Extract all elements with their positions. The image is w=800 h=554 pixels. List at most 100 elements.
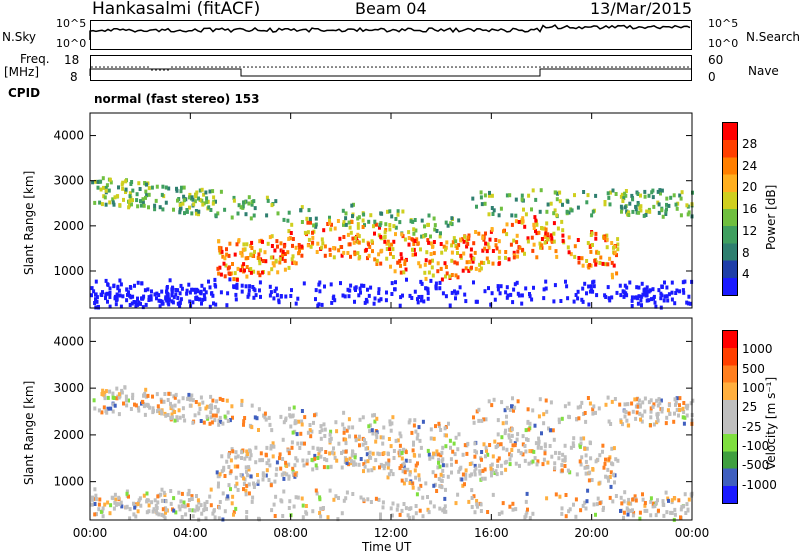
nave-point <box>567 66 569 68</box>
velocity-echo-cell <box>382 466 386 471</box>
power-echo-cell <box>410 296 414 300</box>
velocity-echo-cell <box>106 500 110 505</box>
velocity-echo-cell <box>310 457 314 462</box>
power-echo-cell <box>323 253 327 258</box>
velocity-echo-cell <box>286 448 290 453</box>
power-echo-cell <box>172 207 175 212</box>
nave-point <box>199 66 201 68</box>
power-echo-cell <box>413 239 417 243</box>
velocity-echo-cell <box>311 467 315 472</box>
velocity-echo-cell <box>536 459 540 464</box>
velocity-echo-cell <box>640 413 644 418</box>
velocity-echo-cell <box>301 515 305 520</box>
power-echo-cell <box>405 277 408 282</box>
power-echo-cell <box>378 223 382 228</box>
velocity-echo-cell <box>435 489 439 493</box>
velocity-echo-cell <box>545 496 549 501</box>
power-echo-cell <box>201 202 205 207</box>
velocity-echo-cell <box>208 494 212 499</box>
power-echo-cell <box>510 213 514 218</box>
power-echo-cell <box>316 241 320 246</box>
velocity-echo-cell <box>181 504 184 509</box>
power-echo-cell <box>124 190 127 194</box>
velocity-echo-cell <box>443 504 447 509</box>
velocity-echo-cell <box>350 453 354 458</box>
power-echo-cell <box>464 266 468 271</box>
velocity-echo-cell <box>468 462 472 466</box>
power-echo-cell <box>402 270 406 275</box>
power-echo-cell <box>487 260 491 265</box>
power-echo-cell <box>294 301 298 306</box>
nave-point <box>631 66 633 68</box>
power-echo-cell <box>542 287 546 292</box>
power-echo-cell <box>281 253 285 258</box>
power-echo-cell <box>320 237 324 242</box>
power-echo-cell <box>373 231 376 236</box>
power-echo-cell <box>637 285 641 290</box>
nave-point <box>267 66 269 68</box>
nave-point <box>315 66 317 68</box>
velocity-echo-cell <box>468 473 472 478</box>
power-echo-cell <box>450 290 454 295</box>
velocity-echo-cell <box>117 395 121 400</box>
power-echo-cell <box>480 260 483 265</box>
power-echo-cell <box>499 284 503 289</box>
power-echo-cell <box>360 283 364 288</box>
velocity-echo-cell <box>213 515 217 520</box>
velocity-echo-cell <box>251 495 255 500</box>
nave-point <box>543 66 545 68</box>
velocity-echo-cell <box>167 391 171 396</box>
velocity-echo-cell <box>407 515 411 520</box>
velocity-echo-cell <box>596 496 600 501</box>
power-echo-cell <box>239 250 243 255</box>
power-echo-cell <box>349 254 352 259</box>
power-echo-cell <box>144 302 148 307</box>
velocity-echo-cell <box>608 475 612 479</box>
velocity-echo-cell <box>99 509 103 514</box>
velocity-echo-cell <box>629 501 633 506</box>
velocity-echo-cell <box>197 500 201 505</box>
velocity-echo-cell <box>679 515 682 520</box>
power-echo-cell <box>401 293 404 298</box>
freq-unit: [MHz] <box>4 65 40 79</box>
power-echo-cell <box>658 188 662 193</box>
velocity-echo-cell <box>542 412 546 417</box>
nave-point <box>607 66 609 68</box>
velocity-echo-cell <box>92 398 96 403</box>
velocity-echo-cell <box>322 506 325 510</box>
power-echo-cell <box>141 200 145 205</box>
velocity-echo-cell <box>532 449 536 454</box>
power-echo-cell <box>612 245 615 250</box>
velocity-echo-cell <box>473 510 477 515</box>
power-echo-cell <box>444 265 448 269</box>
velocity-echo-cell <box>265 468 269 473</box>
velocity-echo-cell <box>319 454 323 459</box>
power-echo-cell <box>377 291 381 295</box>
power-echo-cell <box>112 284 116 289</box>
velocity-echo-cell <box>435 449 439 454</box>
power-echo-cell <box>555 254 559 259</box>
velocity-echo-cell <box>318 511 322 515</box>
power-echo-cell <box>253 288 257 293</box>
velocity-echo-cell <box>230 501 234 506</box>
power-echo-cell <box>384 222 388 227</box>
power-echo-cell <box>205 196 209 201</box>
velocity-echo-cell <box>610 461 613 466</box>
velocity-echo-cell <box>210 403 213 408</box>
power-echo-cell <box>130 180 134 184</box>
velocity-echo-cell <box>298 446 302 450</box>
power-echo-cell <box>446 223 450 228</box>
velocity-echo-cell <box>567 509 571 514</box>
power-echo-cell <box>212 301 215 306</box>
nave-point <box>675 66 677 68</box>
power-echo-cell <box>456 290 460 295</box>
velocity-echo-cell <box>544 398 548 403</box>
power-echo-cell <box>440 250 444 255</box>
power-echo-cell <box>292 260 296 265</box>
power-echo-cell <box>665 196 669 201</box>
power-echo-cell <box>534 218 538 223</box>
velocity-echo-cell <box>342 426 346 431</box>
velocity-echo-cell <box>658 401 662 406</box>
power-echo-cell <box>449 221 453 226</box>
power-echo-cell <box>287 236 291 241</box>
